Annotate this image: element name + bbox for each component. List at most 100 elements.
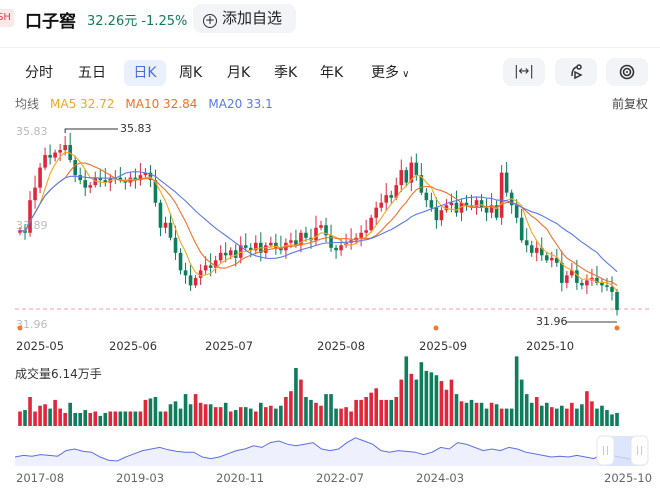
candle-body	[519, 217, 524, 241]
tab-five-day[interactable]: 五日	[78, 65, 106, 81]
ma20-value: MA20 33.1	[208, 97, 273, 111]
candle-body	[580, 282, 584, 286]
volume-bar	[43, 404, 47, 426]
candle-body	[474, 200, 479, 208]
tab-monthly-k[interactable]: 月K	[227, 65, 251, 81]
candle-body	[274, 242, 278, 248]
stock-name: 口子窖	[25, 12, 76, 32]
fit-width-button[interactable]: |↔|	[503, 58, 545, 86]
candle-body	[575, 270, 579, 283]
candle-body	[243, 245, 248, 248]
add-watchlist-button[interactable]: + 添加自选	[193, 4, 296, 33]
volume-bar	[133, 411, 138, 426]
volume-bar	[359, 399, 363, 426]
indicator-button[interactable]	[606, 58, 648, 86]
volume-bar	[595, 408, 599, 426]
candle-body	[454, 202, 459, 213]
draw-tool-button[interactable]	[555, 58, 597, 86]
add-watchlist-label: 添加自选	[222, 9, 283, 27]
y-tick-high: 35.83	[16, 125, 48, 138]
candle-body	[595, 277, 599, 283]
volume-bar	[605, 410, 609, 426]
volume-bar	[208, 404, 213, 426]
volume-bar	[128, 411, 133, 426]
overview-right-handle[interactable]	[630, 435, 649, 466]
candle-body	[389, 195, 394, 198]
overview-left-handle[interactable]	[596, 435, 615, 466]
candle-body	[570, 270, 574, 276]
candle-body	[409, 162, 414, 183]
volume-bar	[123, 411, 128, 426]
candle-body	[529, 245, 534, 253]
candle-body	[499, 172, 504, 218]
tab-weekly-k[interactable]: 周K	[179, 65, 203, 81]
candle-body	[414, 162, 419, 176]
volume-bar	[479, 402, 484, 426]
volume-bar	[284, 397, 288, 426]
volume-bar	[489, 402, 494, 426]
volume-bar	[534, 397, 539, 426]
tab-intraday[interactable]: 分时	[25, 65, 53, 81]
volume-bar	[238, 407, 243, 426]
volume-bar	[339, 408, 343, 426]
volume-bar	[449, 379, 454, 426]
overview-x-label: 2024-03	[416, 471, 465, 485]
candle-body	[173, 237, 178, 253]
volume-bar	[364, 397, 368, 426]
volume-bar	[570, 402, 574, 426]
volume-bar	[384, 399, 389, 426]
chevron-down-icon: ∨	[399, 69, 410, 80]
stock-change: -1.25%	[141, 14, 188, 29]
volume-bar	[444, 389, 449, 426]
ma20-line	[19, 171, 618, 273]
volume-bar	[590, 401, 594, 426]
volume-bar	[514, 356, 519, 426]
candle-body	[384, 195, 389, 203]
candle-body	[223, 252, 228, 256]
volume-bar	[499, 408, 504, 426]
candle-body	[434, 207, 439, 221]
volume-bar	[439, 381, 444, 426]
volume-bar	[434, 375, 439, 426]
candle-body	[88, 185, 93, 188]
volume-bar	[529, 402, 534, 426]
x-label: 2025-07	[205, 339, 254, 353]
volume-bar	[419, 362, 424, 426]
volume-bar	[554, 408, 559, 426]
tab-more[interactable]: 更多 ∨	[365, 60, 416, 86]
volume-bar	[58, 408, 62, 426]
event-dot	[433, 325, 439, 331]
volume-bar	[509, 408, 514, 426]
volume-bar	[580, 404, 584, 426]
candle-body	[489, 205, 494, 213]
volume-bar	[213, 407, 218, 426]
volume-bar	[304, 397, 308, 426]
candle-body	[264, 245, 268, 253]
candle-body	[419, 175, 424, 193]
volume-bar	[539, 405, 544, 426]
tab-quarterly-k[interactable]: 季K	[274, 65, 298, 81]
candle-body	[464, 202, 469, 206]
adjust-mode-selector[interactable]: 前复权	[612, 97, 649, 111]
tab-yearly-k[interactable]: 年K	[320, 65, 344, 81]
volume-bar	[83, 410, 88, 426]
candle-body	[168, 222, 173, 238]
volume-bar	[424, 370, 429, 426]
x-label: 2025-06	[109, 339, 158, 353]
candle-body	[178, 252, 183, 271]
ma-label: 均线	[15, 97, 40, 111]
volume-bar	[198, 402, 203, 426]
volume-bar	[504, 408, 509, 426]
candle-body	[299, 232, 303, 246]
x-label: 2025-05	[16, 339, 65, 353]
candle-body	[158, 202, 163, 228]
candle-body	[128, 177, 133, 183]
volume-bar	[274, 408, 278, 426]
volume-bar	[615, 412, 619, 426]
volume-bar	[148, 398, 153, 426]
candle-body	[329, 235, 333, 248]
volume-title: 成交量6.14万手	[15, 367, 102, 381]
volume-bar	[324, 394, 328, 426]
tab-daily-k[interactable]: 日K	[124, 60, 166, 86]
